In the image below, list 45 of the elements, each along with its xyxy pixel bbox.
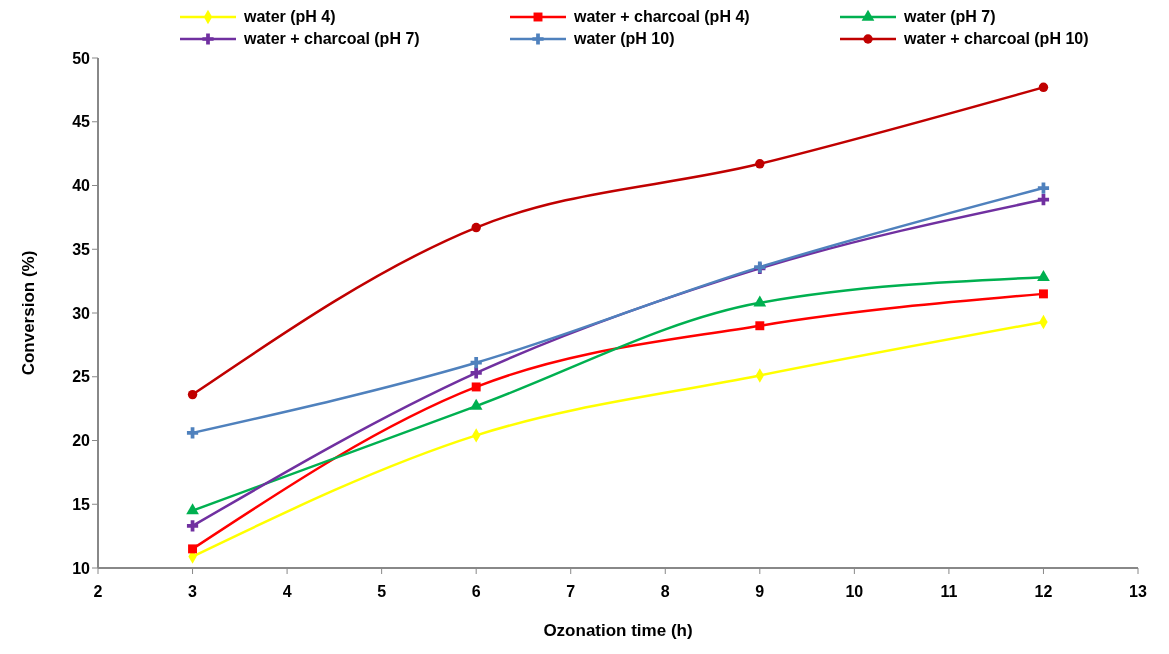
y-tick-label: 50	[72, 49, 91, 67]
legend-label: water (pH 10)	[574, 30, 675, 48]
point	[1037, 182, 1050, 194]
point	[471, 222, 481, 233]
point	[186, 520, 199, 532]
point	[470, 357, 482, 369]
x-tick-label: 10	[845, 583, 864, 601]
point	[755, 159, 765, 169]
x-tick-label: 3	[188, 583, 198, 601]
point	[753, 295, 767, 307]
x-tick-label: 13	[1129, 583, 1147, 601]
y-tick-label: 35	[72, 240, 91, 258]
y-tick-label: 40	[72, 177, 91, 195]
x-tick-label: 5	[377, 583, 387, 601]
y-tick-label: 20	[72, 432, 91, 450]
point	[755, 321, 765, 331]
x-tick-label: 2	[93, 583, 103, 601]
y-axis-title: Conversion (%)	[19, 250, 39, 376]
x-tick-label: 7	[566, 583, 576, 601]
point	[186, 427, 199, 439]
y-tick-label: 25	[72, 368, 91, 386]
x-tick-label: 4	[282, 583, 292, 601]
y-tick-label: 15	[72, 495, 91, 513]
x-tick-label: 11	[940, 583, 958, 601]
point	[469, 398, 483, 410]
legend-label: water + charcoal (pH 10)	[904, 30, 1089, 48]
x-tick-label: 6	[471, 583, 481, 601]
point	[188, 544, 198, 554]
y-tick-label: 30	[72, 304, 91, 322]
point	[187, 389, 198, 400]
point	[470, 367, 482, 379]
y-tick-label: 10	[72, 559, 91, 577]
x-tick-label: 9	[755, 583, 765, 601]
x-axis-title: Ozonation time (h)	[543, 621, 693, 640]
legend-label: water (pH 7)	[904, 8, 996, 26]
legend-label: water (pH 4)	[244, 8, 336, 26]
x-tick-label: 8	[660, 583, 670, 601]
point	[471, 382, 481, 392]
point	[1038, 82, 1049, 93]
y-tick-label: 45	[72, 113, 91, 131]
legend-label: water + charcoal (pH 4)	[574, 8, 750, 26]
point	[186, 503, 199, 515]
point	[1038, 289, 1048, 299]
legend-label: water + charcoal (pH 7)	[244, 30, 420, 48]
x-tick-label: 12	[1034, 583, 1053, 601]
